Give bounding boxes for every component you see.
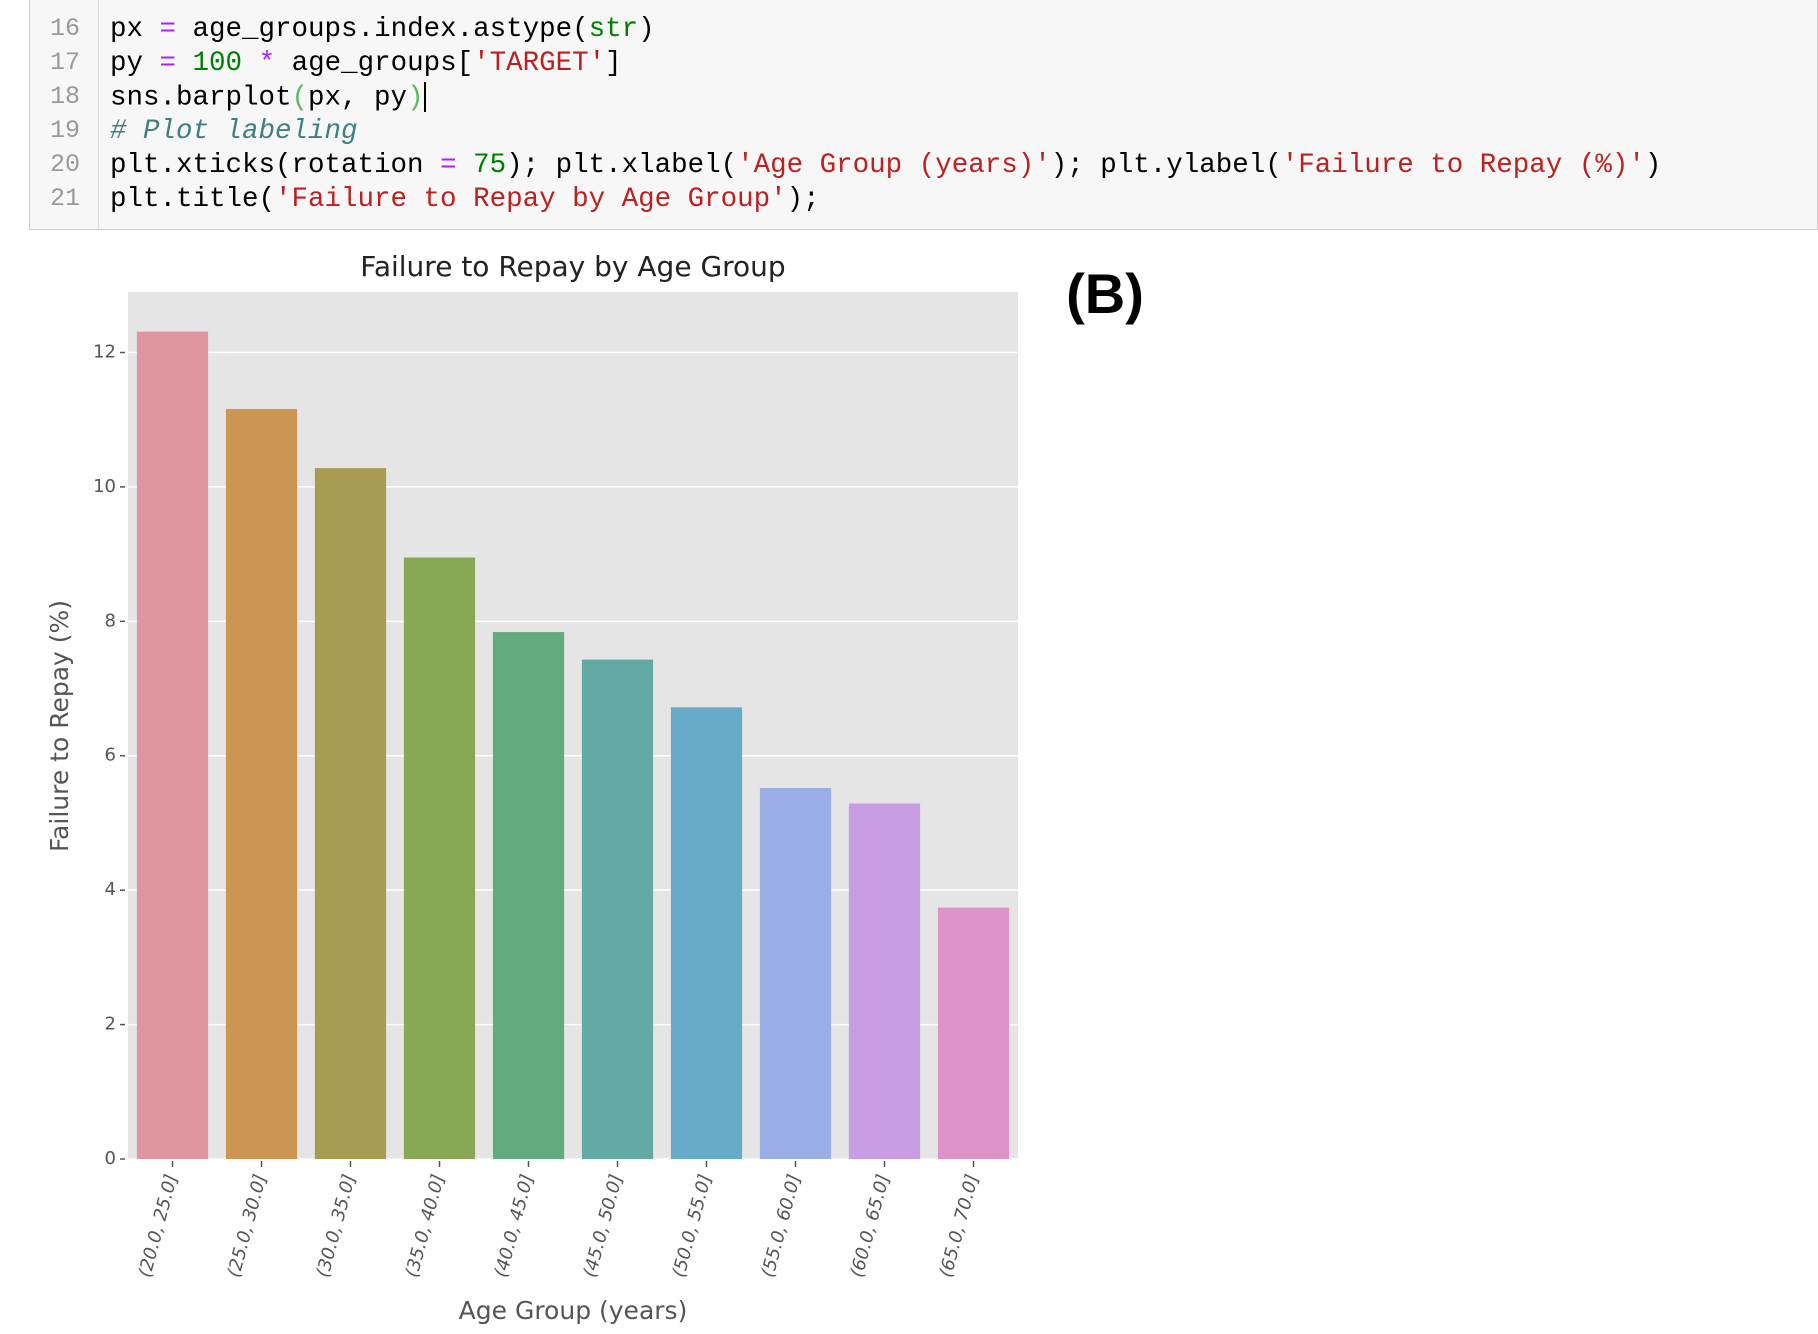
x-tick-label: (35.0, 40.0] [402, 1172, 450, 1279]
y-axis-label: Failure to Repay (%) [45, 600, 74, 852]
chart-title: Failure to Repay by Age Group [360, 250, 785, 283]
code-token: 'Failure to Repay by Age Group' [275, 184, 787, 215]
line-number: 16 [49, 14, 80, 43]
x-tick-label: (65.0, 70.0] [936, 1172, 984, 1279]
x-tick-label: (20.0, 25.0] [135, 1172, 183, 1279]
y-tick-label: 8 [105, 610, 116, 631]
x-tick-label: (25.0, 30.0] [224, 1172, 272, 1279]
line-number: 21 [49, 184, 80, 213]
code-token: ); plt.ylabel( [1050, 150, 1282, 181]
x-tick-label: (45.0, 50.0] [580, 1172, 628, 1279]
code-token: ) [407, 82, 424, 114]
code-token: 'Failure to Repay (%)' [1281, 150, 1645, 181]
text-cursor [423, 82, 426, 112]
line-number: 20 [49, 150, 80, 179]
bar [136, 331, 209, 1159]
panel-label: (B) [1066, 262, 1144, 325]
code-token: plt.title( [110, 184, 276, 215]
code-token: px, py [308, 82, 408, 114]
code-line: plt.title('Failure to Repay by Age Group… [110, 184, 820, 215]
code-token: 'TARGET' [473, 48, 606, 79]
bar [581, 659, 654, 1159]
code-token: sns.barplot [110, 82, 292, 114]
code-token: ) [1644, 150, 1662, 181]
code-line: # Plot labeling [110, 116, 358, 147]
code-line: plt.xticks(rotation = 75); plt.xlabel('A… [110, 150, 1661, 181]
bar [403, 557, 476, 1159]
code-token: ) [638, 14, 655, 45]
y-tick-label: 0 [105, 1148, 116, 1169]
bar [314, 468, 387, 1159]
code-token: py [110, 48, 160, 79]
code-token: = [440, 150, 457, 181]
x-tick-label: (30.0, 35.0] [313, 1172, 361, 1279]
y-tick-label: 10 [93, 476, 116, 497]
line-number: 19 [49, 116, 80, 145]
code-line: py = 100 * age_groups['TARGET'] [110, 48, 622, 79]
code-token: age_groups.index.astype( [176, 14, 589, 45]
code-token: = [159, 14, 177, 45]
code-token: age_groups[ [275, 48, 474, 79]
code-token: str [588, 14, 639, 45]
code-token: plt.xticks(rotation [110, 150, 441, 181]
x-tick-label: (40.0, 45.0] [491, 1172, 539, 1279]
code-line: px = age_groups.index.astype(str) [110, 14, 655, 45]
y-tick-label: 12 [93, 341, 116, 362]
y-tick-label: 6 [105, 745, 116, 766]
code-token: * [258, 48, 276, 79]
bar [937, 907, 1010, 1159]
y-tick-label: 4 [105, 879, 116, 900]
code-token: = [159, 48, 177, 79]
y-tick-label: 2 [105, 1014, 116, 1035]
x-tick-label: (55.0, 60.0] [758, 1172, 806, 1279]
code-token: 100 [192, 48, 243, 79]
gutter [30, 0, 99, 229]
code-token: px [110, 14, 160, 45]
code-token: # Plot labeling [110, 116, 358, 147]
bar [759, 788, 832, 1159]
code-token: ); plt.xlabel( [506, 150, 738, 181]
code-token: ); [786, 184, 820, 215]
code-token: 75 [473, 150, 507, 181]
code-token: ( [291, 82, 309, 114]
bar [225, 408, 298, 1159]
x-tick-label: (50.0, 55.0] [669, 1172, 717, 1279]
code-token: 'Age Group (years)' [737, 150, 1051, 181]
code-token: ] [605, 48, 622, 79]
bar [492, 632, 565, 1159]
x-axis-label: Age Group (years) [459, 1296, 688, 1325]
bar [670, 707, 743, 1159]
bar [848, 803, 921, 1159]
x-tick-label: (60.0, 65.0] [847, 1172, 895, 1279]
line-number: 18 [49, 82, 80, 111]
code-line: sns.barplot(px, py) [110, 82, 426, 113]
code-cell[interactable]: 16 px = age_groups.index.astype(str) 17 py … [29, 0, 1818, 230]
line-number: 17 [49, 48, 80, 77]
